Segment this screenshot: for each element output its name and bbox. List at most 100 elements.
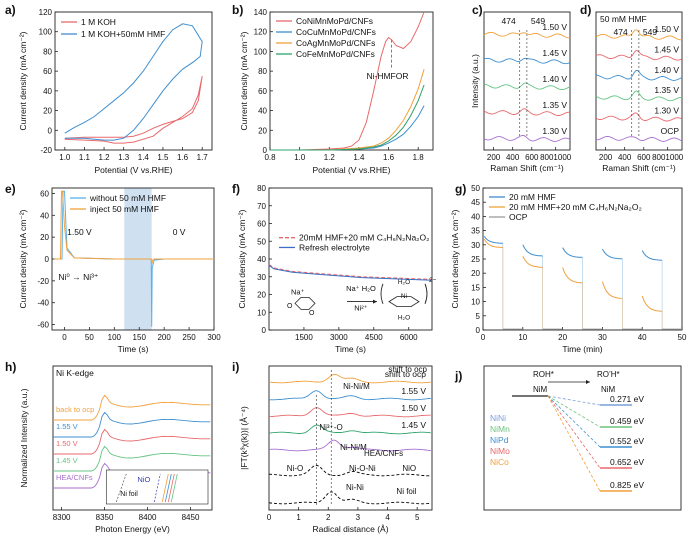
legend-label-j-4: NiCo (490, 457, 509, 467)
series-line-e-1 (54, 190, 214, 265)
scheme-bracket-right (424, 283, 428, 305)
i-xtick-label: 2 (326, 513, 331, 522)
panel-label-a: a) (5, 3, 16, 17)
series-segment-g-1 (601, 281, 623, 299)
axis-label-y-h: Normalized Intensity (a.u.) (19, 388, 29, 487)
f-1-legend-label: Refresh electrolyte (299, 242, 370, 252)
series-label-d-3: 1.35 V (654, 85, 679, 95)
g-ytick-label: 15 (471, 283, 480, 292)
axis-label-x-f: Time (s) (335, 344, 366, 354)
legend-label-j-3: NiMo (490, 446, 510, 456)
scheme-complex-glyph (388, 296, 420, 307)
series-segment-g-1 (522, 255, 543, 268)
energy-value-j-2: 0.552 eV (610, 436, 644, 446)
b-xtick-label: 1.8 (413, 153, 425, 162)
h-xtick-label: 8450 (182, 513, 200, 522)
f-ytick-label: 40 (257, 255, 266, 264)
plot-frame-b (269, 11, 434, 151)
series-label-h-2: 1.50 V (56, 439, 78, 448)
panel-label-b: b) (232, 3, 243, 17)
series-line-b-0 (270, 11, 425, 151)
reactant-label-j: ROH* (533, 370, 554, 379)
product-label-j: RO’H* (597, 370, 620, 379)
e-ytick-label: -40 (37, 299, 49, 308)
h-xtick-label: 8400 (139, 513, 157, 522)
series-label-h-1: 1.55 V (56, 422, 78, 431)
series-line-i-0 (268, 373, 431, 384)
energy-value-j-0: 0.271 eV (610, 394, 644, 404)
series-line-c-0 (483, 31, 571, 39)
axis-label-x-b: Potential (V vs.RHE) (313, 165, 391, 175)
series-label-c-0: 1.50 V (542, 22, 567, 32)
g-0-legend-label: 20 mM HMF (509, 192, 556, 202)
i-xtick-label: 5 (415, 513, 420, 522)
b-ytick-label: 20 (258, 126, 267, 135)
a-ytick-label: 20 (43, 107, 52, 116)
b-xtick-label: 1.0 (294, 153, 306, 162)
series-line-c-4 (483, 134, 571, 142)
axis-label-y-a: Current density (mA cm⁻²) (18, 31, 28, 130)
series-line-b-3 (270, 84, 425, 151)
potential-label-e-2: 0 V (173, 227, 186, 237)
b-xtick-label: 1.6 (383, 153, 395, 162)
c-xtick-label: 400 (506, 153, 520, 162)
site-label-j-1: NiM (533, 385, 548, 394)
panel-label-c: c) (472, 3, 483, 17)
e-xtick-label: 100 (108, 333, 122, 342)
series-segment-g-1 (483, 238, 503, 248)
peak-label-i-6: NiO (402, 464, 416, 473)
e-xtick-label: 50 (85, 333, 94, 342)
axis-label-y-i: |FT(k³χ(k))| (Å⁻⁴) (239, 406, 249, 470)
plot-frame-a (54, 11, 213, 151)
a-ytick-label: -20 (40, 146, 52, 155)
b-ytick-label: 120 (254, 28, 268, 37)
series-line-i-5 (268, 464, 431, 477)
inset-line-sample (164, 473, 172, 503)
e-ytick-label: -60 (37, 321, 49, 330)
scheme-water-top: H₂O (398, 279, 410, 286)
e-ytick-label: 40 (40, 211, 49, 220)
panel-title-d: 50 mM HMF (600, 14, 647, 24)
series-line-h-3 (53, 445, 211, 472)
b-ytick-label: 100 (254, 47, 268, 56)
series-label-d-5: OCP (661, 126, 680, 136)
a-xtick-label: 1.1 (79, 153, 91, 162)
series-segment-g-0 (522, 244, 543, 257)
inset-line-foil (115, 473, 127, 503)
f-ytick-label: 70 (257, 202, 266, 211)
site-label-j-2: NiM (601, 385, 616, 394)
e-1-legend-label: inject 50 mM HMF (90, 204, 159, 214)
f-ytick-label: 60 (257, 220, 266, 229)
connector-j-4 (547, 395, 601, 492)
series-label-c-1: 1.45 V (542, 48, 567, 58)
axis-label-y-c: Intensity (a.u.) (470, 54, 480, 108)
b-xtick-label: 1.2 (324, 153, 336, 162)
a-0-legend-label: 1 M KOH (81, 17, 116, 27)
b-ytick-label: 80 (258, 67, 267, 76)
series-line-i-3 (268, 424, 431, 435)
b-ytick-label: 60 (258, 87, 267, 96)
f-ytick-label: 10 (257, 308, 266, 317)
oxidation-label-e: Ni⁰ → Ni³⁺ (58, 272, 98, 282)
energy-value-j-3: 0.652 eV (610, 457, 644, 467)
plot-frame-j (483, 365, 682, 511)
panel-label-j: j) (454, 369, 462, 383)
g-1-legend-label: 20 mM HMF+20 mM C₄H₆N₂Na₂O₂ (509, 202, 642, 212)
a-1-legend-label: 1 M KOH+50mM HMF (81, 29, 165, 39)
series-label-c-4: 1.30 V (542, 126, 567, 136)
f-ytick-label: 20 (257, 291, 266, 300)
axis-label-x-a: Potential (V vs.RHE) (95, 165, 173, 175)
series-label-h-4: HEA/CNFs (56, 473, 93, 482)
series-line-f-1 (268, 264, 433, 281)
b-2-legend-label: CoAgMnMoPd/CNFs (296, 38, 375, 48)
b-ytick-label: 40 (258, 107, 267, 116)
series-label-d-4: 1.30 V (654, 106, 679, 116)
panel-title-h: Ni K-edge (56, 368, 94, 378)
peak-label-c-1: 549 (531, 16, 545, 26)
g-ytick-label: 45 (471, 198, 480, 207)
series-line-d-1 (595, 50, 683, 61)
f-xtick-label: 1500 (295, 333, 313, 342)
peak-label-i-2: Ni-Ni/M (340, 443, 367, 452)
scheme-atom: O (287, 303, 293, 310)
peak-label-d-0: 474 (614, 27, 628, 37)
